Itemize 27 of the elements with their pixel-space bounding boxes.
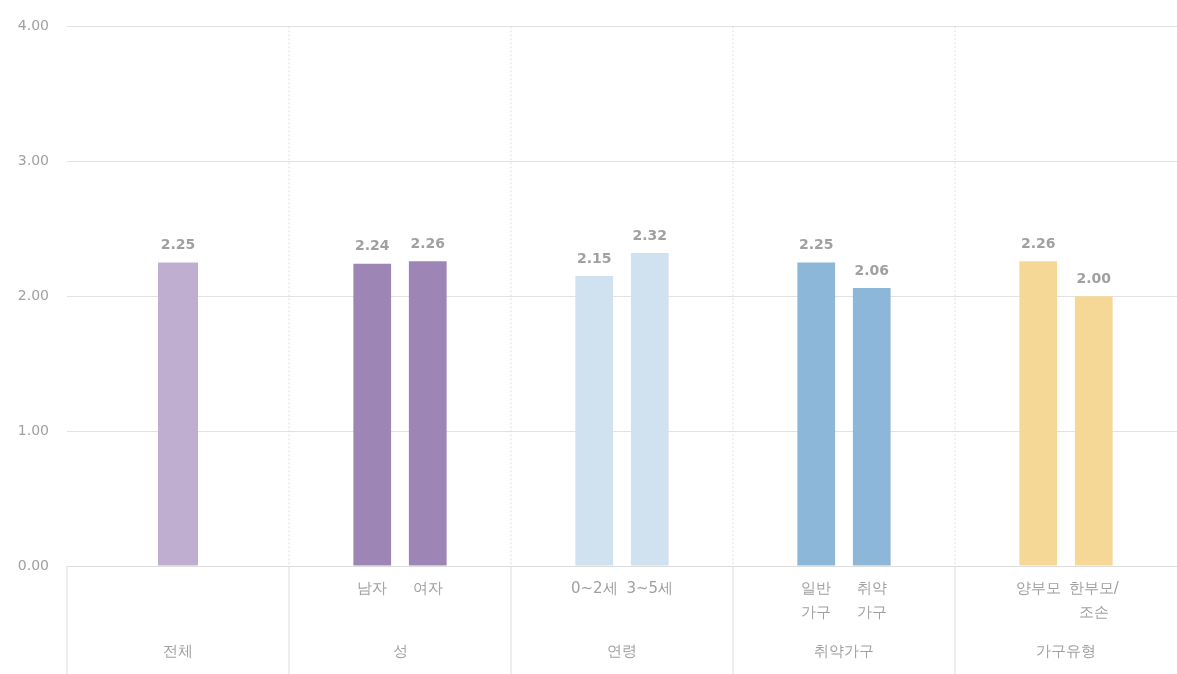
data-label: 2.25 [160, 236, 196, 253]
text: 남자 [357, 579, 388, 598]
data-label: 2.00 [1076, 269, 1112, 286]
data-label: 2.32 [632, 226, 668, 243]
y-tick-label: 0.00 [17, 556, 49, 573]
text: 여자 [412, 579, 443, 598]
text: 양부모 [1015, 579, 1061, 598]
x-tick-label: 연령 [607, 642, 637, 661]
data-label: 2.15 [576, 249, 612, 266]
x-tick-label: 성 [392, 642, 408, 661]
x-tick-label: 가구유형 [1036, 642, 1096, 661]
text: 3~5세 [626, 579, 674, 598]
y-tick-label: 1.00 [17, 421, 49, 438]
data-label: 2.06 [854, 261, 890, 278]
data-label: 2.26 [410, 234, 446, 251]
data-label: 2.26 [1020, 234, 1056, 251]
x-tick-label: 전체 [163, 642, 193, 661]
y-tick-label: 3.00 [17, 151, 49, 168]
data-label: 2.24 [354, 237, 390, 254]
x-tick-label: 취약가구 [814, 642, 874, 661]
data-label: 2.25 [798, 236, 834, 253]
y-tick-label: 4.00 [17, 17, 49, 34]
y-tick-label: 2.00 [17, 286, 49, 303]
text: 일반 가구 [801, 579, 832, 622]
text: 취약 가구 [856, 579, 887, 622]
text: 한부모/ 조손 [1068, 579, 1120, 622]
text: 0~2세 [570, 579, 618, 598]
